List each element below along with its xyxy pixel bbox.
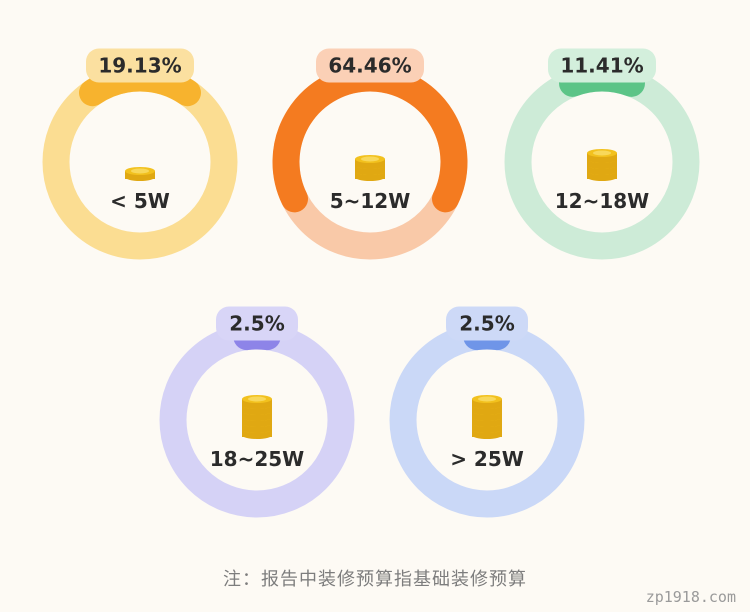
watermark: zp1918.com: [645, 588, 736, 606]
donut-ring: [42, 64, 238, 260]
category-label: 5~12W: [330, 189, 411, 213]
category-label: < 5W: [110, 189, 170, 213]
coin-stack-icon: [125, 167, 155, 181]
value-label: 2.5%: [229, 312, 284, 336]
coin-stack-icon: [587, 149, 617, 181]
value-badge: [216, 306, 298, 341]
footnote: 注：报告中装修预算指基础装修预算: [223, 569, 527, 590]
value-label: 2.5%: [459, 312, 514, 336]
category-label: > 25W: [450, 447, 524, 471]
donut-4: 2.5% 18~25W: [159, 306, 355, 518]
value-badge: [316, 48, 424, 83]
category-label: 12~18W: [555, 189, 649, 213]
value-label: 19.13%: [98, 54, 181, 78]
value-badge: [446, 306, 528, 341]
coin-stack-icon: [242, 395, 272, 439]
coin-stack-icon: [472, 395, 502, 439]
coin-stack-icon: [355, 155, 385, 181]
value-badge: [548, 48, 656, 83]
value-badge: [86, 48, 194, 83]
donut-5: 2.5% > 25W: [389, 306, 585, 518]
donut-2: 64.46% 5~12W: [272, 48, 468, 260]
donut-3: 11.41% 12~18W: [504, 48, 700, 260]
value-label: 64.46%: [328, 54, 411, 78]
value-label: 11.41%: [560, 54, 643, 78]
category-label: 18~25W: [210, 447, 304, 471]
donut-1: 19.13% < 5W: [42, 48, 238, 260]
